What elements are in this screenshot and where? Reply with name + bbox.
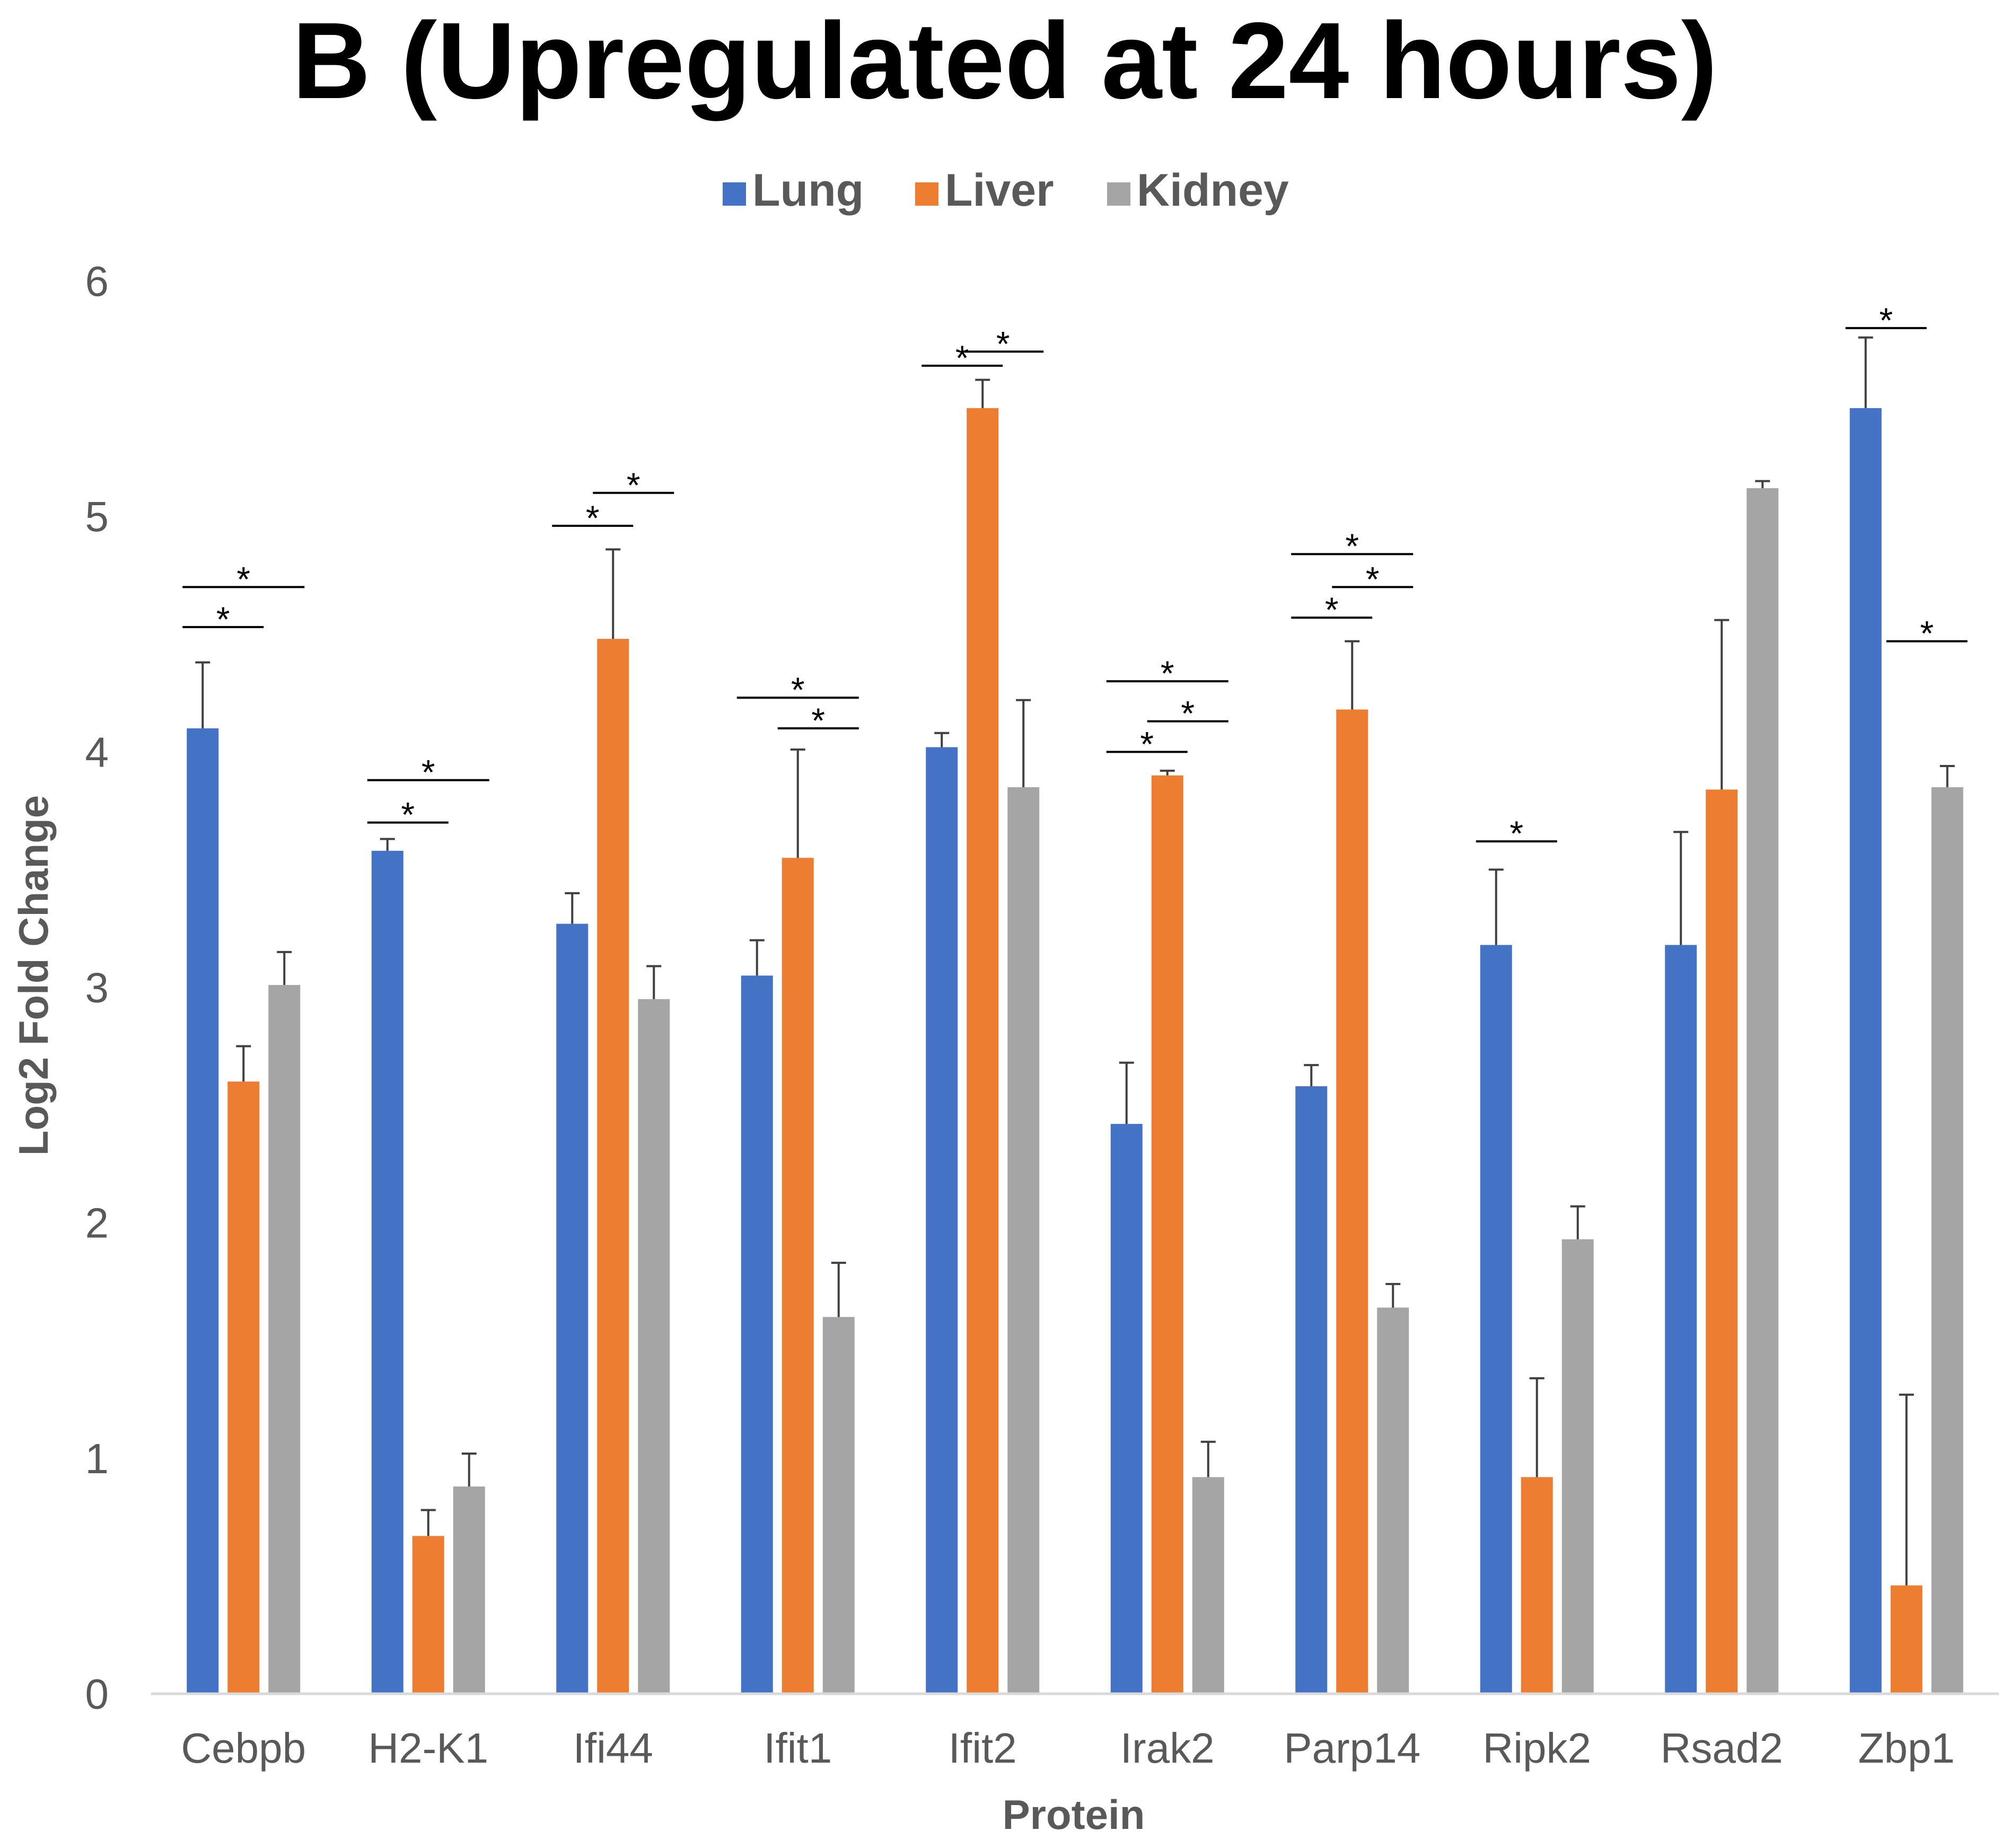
bar-liver-cebpb: [227, 1081, 260, 1694]
bar-liver-ifi44: [597, 639, 629, 1694]
bar-lung-ifit1: [741, 975, 773, 1694]
significance-star: *: [955, 338, 969, 377]
x-axis: Cebpb H2-K1 Ifi44 Ifit1 Ifit2 Irak2 Parp14 Ripk…: [151, 1692, 1999, 1772]
x-tick-label: Irak2: [1120, 1724, 1215, 1772]
bar-lung-ifit2: [926, 747, 958, 1694]
bar-liver-h2-k1: [412, 1536, 444, 1694]
bar-lung-ifi44: [556, 923, 589, 1694]
legend-swatch-lung: [723, 182, 746, 206]
y-tick-label: 0: [85, 1670, 109, 1718]
significance-star: *: [811, 701, 825, 740]
y-axis-title: Log2 Fold Change: [10, 795, 57, 1156]
significance-star: *: [1879, 301, 1893, 340]
significance-group: ********* **********: [182, 301, 1968, 853]
bar-lung-cebpb: [187, 728, 219, 1694]
x-tick-label: Ifi44: [573, 1724, 653, 1772]
x-tick-label: Rsad2: [1661, 1724, 1783, 1772]
bar-kidney-irak2: [1192, 1477, 1224, 1694]
significance-star: *: [586, 498, 600, 538]
bar-lung-zbp1: [1849, 408, 1882, 1694]
significance-star: *: [1181, 694, 1195, 733]
significance-star: *: [1140, 724, 1154, 763]
significance-star: *: [1509, 814, 1523, 853]
bar-liver-ripk2: [1521, 1477, 1553, 1694]
bar-kidney-parp14: [1377, 1307, 1409, 1694]
bar-kidney-h2-k1: [453, 1486, 485, 1694]
y-axis: 0 1 2 3 4 5 6: [85, 258, 109, 1718]
bar-lung-irak2: [1110, 1124, 1143, 1694]
significance-star: *: [1325, 590, 1339, 629]
legend-label-kidney: Kidney: [1137, 165, 1289, 216]
x-tick-label: Parp14: [1284, 1724, 1420, 1772]
legend-label-lung: Lung: [752, 165, 864, 216]
bar-kidney-ripk2: [1561, 1239, 1594, 1694]
significance-star: *: [1366, 559, 1380, 599]
bar-liver-rsad2: [1706, 789, 1738, 1694]
bar-lung-h2-k1: [371, 850, 403, 1694]
bar-liver-ifit2: [967, 408, 999, 1694]
bar-lung-rsad2: [1665, 945, 1697, 1694]
significance-star: *: [1920, 614, 1934, 653]
y-tick-label: 6: [85, 258, 109, 305]
bar-group: [187, 408, 1963, 1694]
significance-star: *: [791, 670, 805, 709]
y-tick-label: 2: [85, 1200, 109, 1247]
significance-star: *: [422, 753, 435, 792]
error-bar-group: [195, 336, 1955, 1586]
bar-lung-ripk2: [1480, 945, 1512, 1694]
bar-kidney-rsad2: [1746, 488, 1779, 1694]
x-axis-title: Protein: [1003, 1791, 1145, 1838]
bar-kidney-ifit1: [822, 1317, 855, 1694]
legend-swatch-kidney: [1107, 182, 1130, 206]
bar-kidney-ifit2: [1007, 787, 1040, 1694]
bar-liver-ifit1: [782, 858, 814, 1694]
y-tick-label: 1: [85, 1435, 109, 1482]
significance-star: *: [1345, 526, 1359, 566]
x-tick-label: Ripk2: [1482, 1724, 1591, 1772]
legend-swatch-liver: [915, 182, 938, 206]
legend: Lung Liver Kidney: [723, 165, 1289, 216]
x-tick-label: Zbp1: [1858, 1724, 1955, 1772]
y-tick-label: 4: [85, 728, 109, 776]
significance-star: *: [401, 795, 415, 834]
legend-label-liver: Liver: [945, 165, 1054, 216]
bar-liver-zbp1: [1890, 1585, 1923, 1694]
bar-kidney-zbp1: [1931, 787, 1963, 1694]
x-tick-label: Cebpb: [181, 1724, 306, 1772]
x-tick-label: H2-K1: [368, 1724, 488, 1772]
bar-kidney-cebpb: [268, 985, 301, 1694]
bar-kidney-ifi44: [638, 999, 670, 1694]
chart-title: B (Upregulated at 24 hours): [292, 0, 1717, 121]
y-tick-label: 5: [85, 493, 109, 540]
bar-liver-parp14: [1336, 709, 1368, 1694]
bar-lung-parp14: [1295, 1086, 1328, 1694]
y-tick-label: 3: [85, 964, 109, 1011]
significance-star: *: [216, 600, 230, 639]
significance-star: *: [996, 324, 1010, 363]
significance-star: *: [236, 559, 250, 599]
significance-star: *: [627, 465, 640, 505]
x-tick-label: Ifit1: [763, 1724, 832, 1772]
bar-liver-irak2: [1151, 775, 1183, 1694]
x-tick-label: Ifit2: [949, 1724, 1017, 1772]
significance-star: *: [1161, 654, 1174, 693]
